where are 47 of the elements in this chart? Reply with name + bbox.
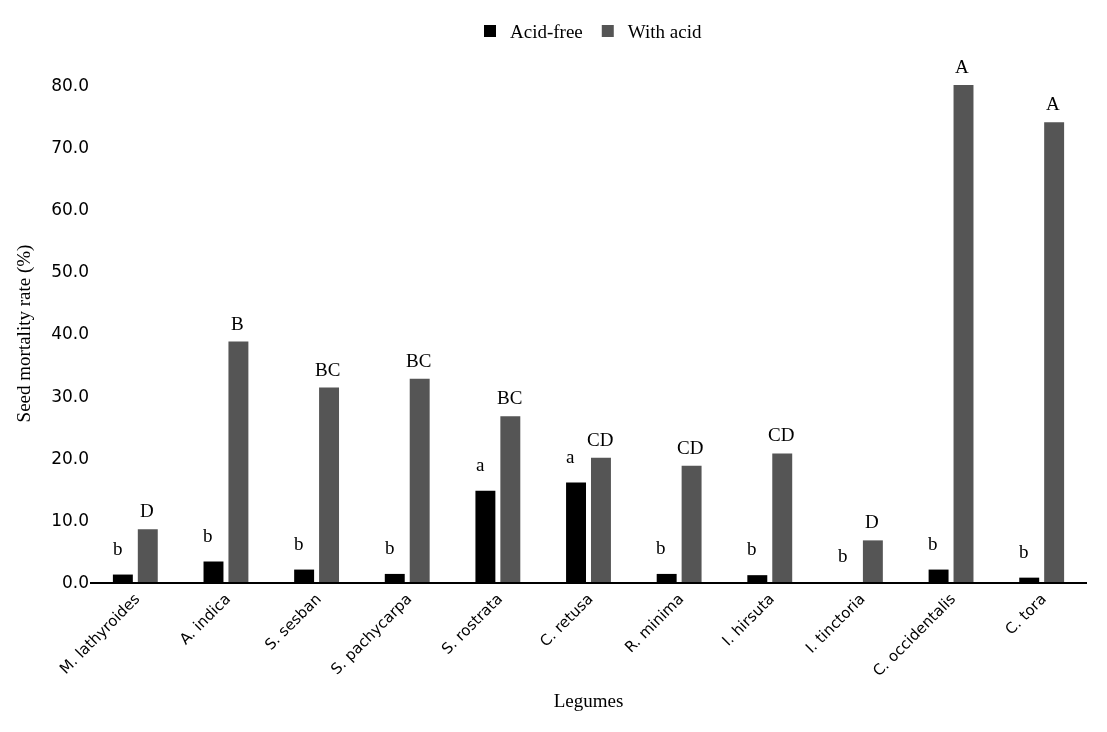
bar	[228, 341, 249, 582]
annotation: b	[294, 533, 304, 554]
y-tick-label: 10.0	[51, 509, 89, 530]
annotation: CD	[677, 437, 704, 458]
y-tick-label: 40.0	[51, 323, 89, 344]
annotation: D	[865, 511, 879, 532]
y-tick-label: 20.0	[51, 447, 89, 468]
annotation: BC	[315, 359, 341, 380]
y-tick-label: 80.0	[51, 74, 89, 95]
bar	[862, 540, 883, 582]
annotation: a	[566, 446, 575, 467]
annotation: A	[955, 56, 969, 77]
y-tick-label: 70.0	[51, 137, 89, 158]
annotation: b	[928, 533, 938, 554]
annotation: A	[1046, 93, 1060, 114]
annotation: b	[838, 545, 848, 566]
bar	[953, 85, 974, 582]
bar	[681, 465, 702, 582]
legend-label: Acid-free	[510, 21, 583, 43]
y-axis-title: Seed mortality rate (%)	[12, 244, 35, 423]
annotation: D	[140, 500, 154, 521]
x-axis-title: Legumes	[553, 690, 624, 712]
annotation: CD	[768, 424, 795, 445]
bar	[409, 378, 430, 582]
annotation: BC	[406, 350, 432, 371]
bar	[319, 387, 340, 582]
bar	[772, 453, 793, 582]
annotation: b	[113, 538, 123, 559]
bar	[500, 416, 521, 582]
annotation: b	[656, 537, 666, 558]
annotation: BC	[497, 387, 523, 408]
legend-label: With acid	[627, 21, 702, 43]
annotation: b	[385, 537, 395, 558]
bar	[590, 457, 611, 582]
annotation: CD	[587, 429, 614, 450]
annotation: b	[747, 538, 757, 559]
x-tick-label: C. tora	[1001, 589, 1050, 639]
y-tick-label: 30.0	[51, 385, 89, 406]
y-tick-label: 0.0	[61, 571, 89, 592]
annotation: b	[1019, 541, 1029, 562]
y-tick-label: 60.0	[51, 199, 89, 220]
bar	[1044, 122, 1065, 582]
annotation: a	[476, 454, 485, 475]
annotation: B	[231, 313, 244, 334]
bar	[137, 529, 158, 582]
annotation: b	[203, 525, 213, 546]
y-tick-label: 50.0	[51, 261, 89, 282]
